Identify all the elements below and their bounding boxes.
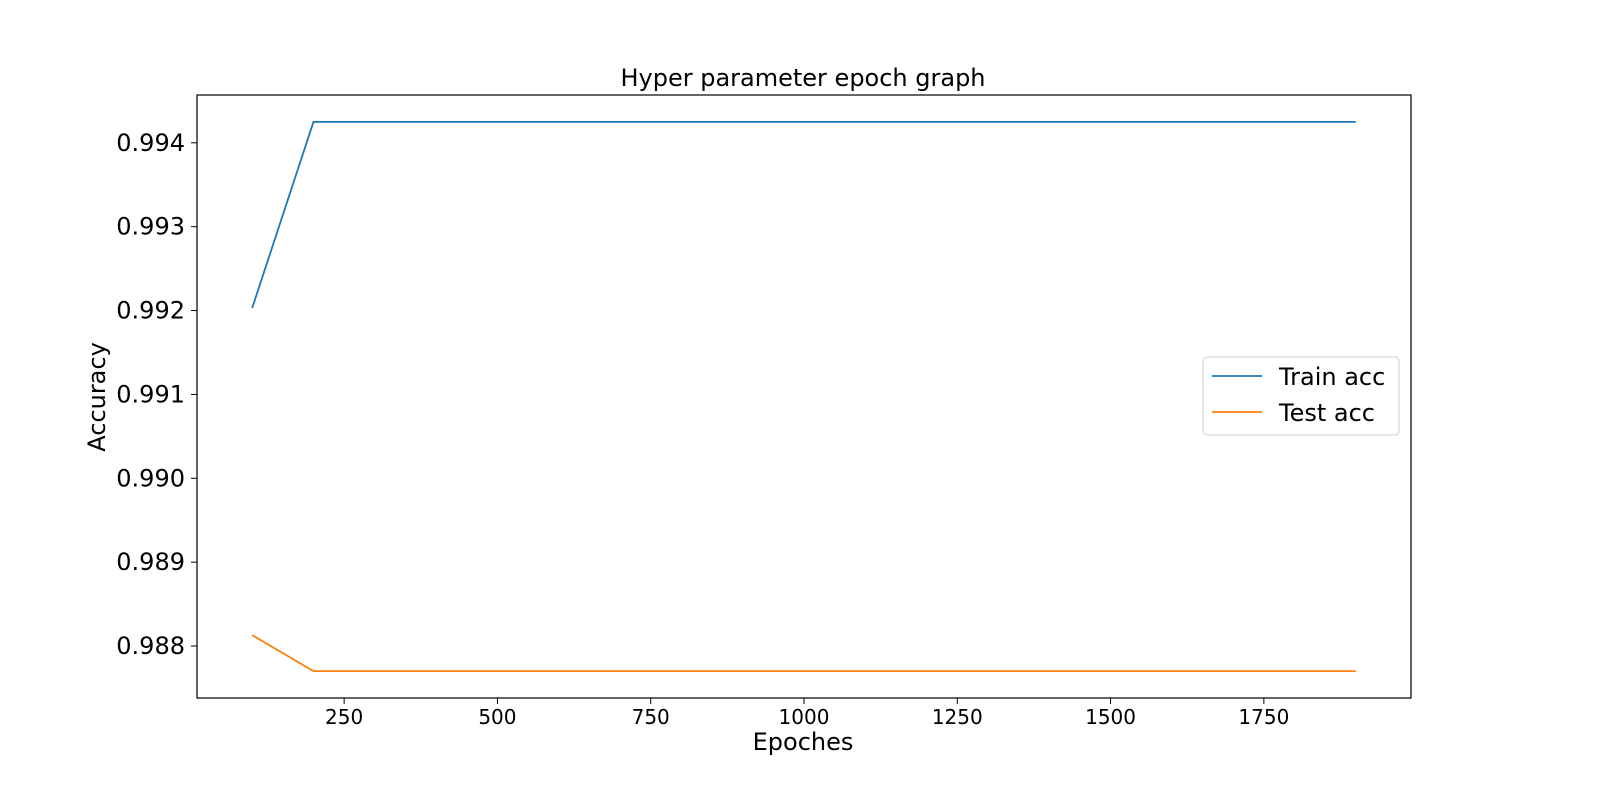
chart-title: Hyper parameter epoch graph: [620, 64, 985, 92]
x-tick-label: 1750: [1238, 705, 1289, 729]
x-tick-label: 1250: [932, 705, 983, 729]
legend-label-test-acc: Test acc: [1278, 399, 1375, 427]
x-axis: 250 500 750 1000 1250 1500 1750: [325, 698, 1289, 729]
y-tick-label: 0.994: [116, 129, 185, 157]
y-axis: 0.988 0.989 0.990 0.991 0.992 0.993 0.994: [116, 129, 197, 660]
y-axis-label: Accuracy: [83, 342, 111, 452]
x-tick-label: 500: [478, 705, 516, 729]
series-line-train-acc: [251, 120, 1356, 309]
y-tick-label: 0.988: [116, 632, 185, 660]
legend: Train acc Test acc: [1202, 356, 1400, 436]
y-tick-label: 0.992: [116, 297, 185, 325]
x-tick-label: 1000: [779, 705, 830, 729]
x-tick-label: 1500: [1085, 705, 1136, 729]
x-axis-label: Epoches: [753, 728, 854, 756]
x-tick-label: 250: [325, 705, 363, 729]
series-lines: [251, 120, 1356, 673]
y-tick-label: 0.989: [116, 548, 185, 576]
y-tick-label: 0.990: [116, 464, 185, 492]
y-tick-label: 0.991: [116, 380, 185, 408]
x-tick-label: 750: [632, 705, 670, 729]
series-line-test-acc: [251, 634, 1356, 673]
y-tick-label: 0.993: [116, 213, 185, 241]
legend-label-train-acc: Train acc: [1278, 363, 1385, 391]
